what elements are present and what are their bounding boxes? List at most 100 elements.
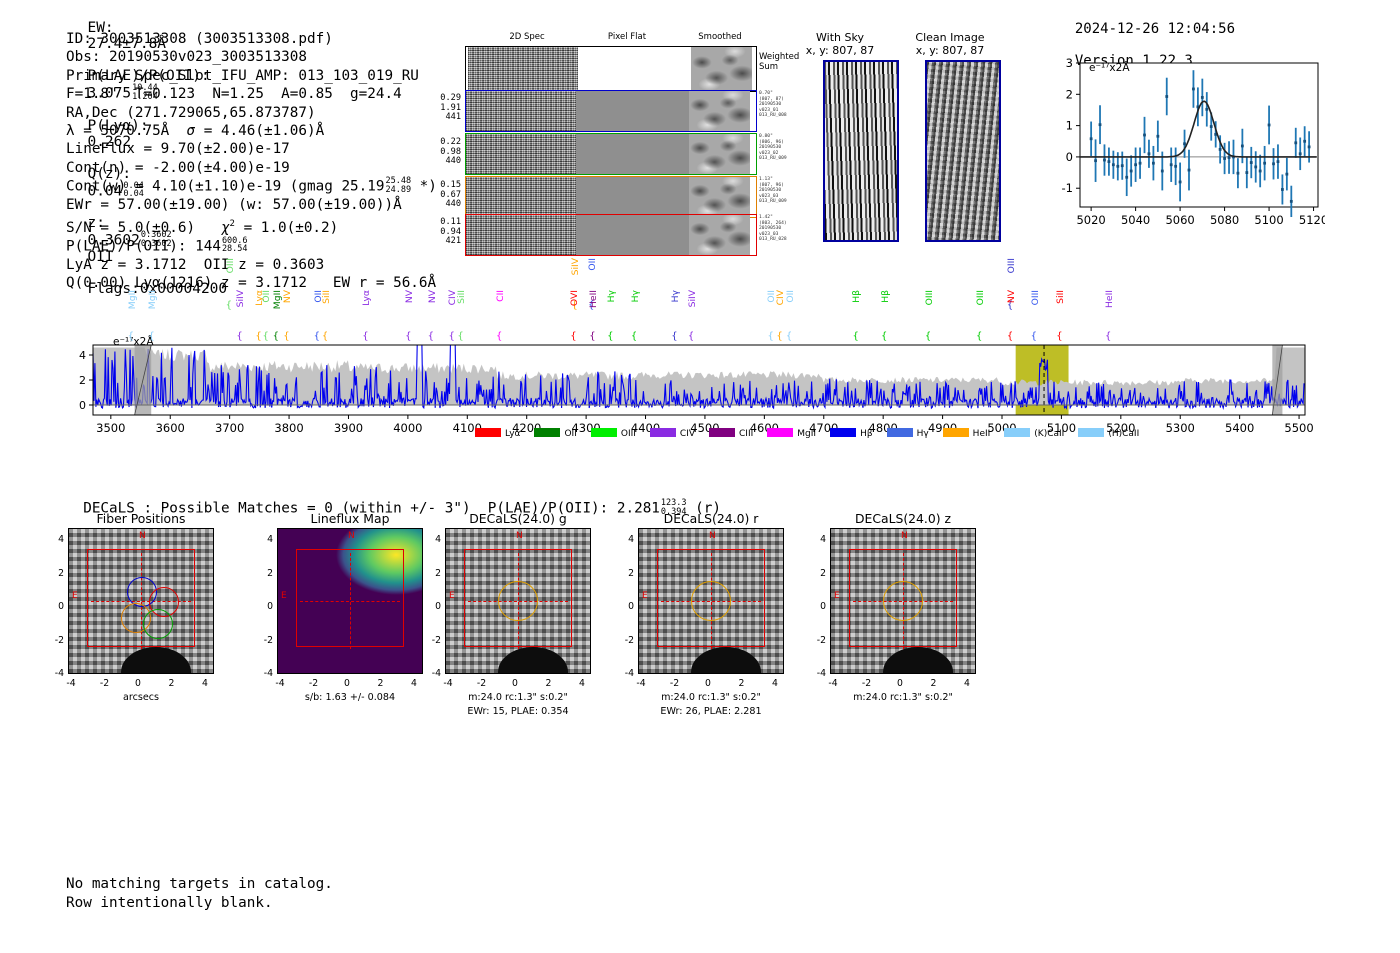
decals-x-tick: -4 — [66, 678, 76, 689]
decals-y-tick: -4 — [816, 668, 826, 679]
with-sky-label: With Sky x, y: 807, 87 — [805, 31, 875, 57]
ew-label: EW: — [87, 20, 114, 36]
line-marker-label-siiv: SiIV — [235, 290, 247, 308]
spec2d-col-title-2dspec: 2D Spec — [509, 32, 545, 42]
svg-text:5020: 5020 — [1076, 213, 1105, 227]
legend-swatch — [767, 428, 794, 437]
line-marker-label-hβ: Hβ — [879, 290, 891, 303]
line-marker-brace: { — [272, 331, 279, 342]
decals-x-tick: 0 — [705, 678, 711, 689]
fiber-circle-3 — [143, 609, 173, 639]
line-marker-label-hγ: Hγ — [629, 290, 641, 303]
spec2d-row-1 — [465, 133, 757, 175]
spec2d-row-3 — [465, 214, 757, 256]
line-marker-brace: { — [1104, 331, 1112, 342]
line-marker-label-oiii: OIII — [1005, 258, 1017, 274]
footer-note: No matching targets in catalog. Row inte… — [66, 875, 333, 913]
spectrum-units-annotation: e⁻¹⁷x2Å — [113, 336, 154, 348]
decals-x-tick: 0 — [135, 678, 141, 689]
legend-swatch — [534, 428, 561, 437]
line-marker-label-siii: SiII — [320, 290, 332, 304]
decals-x-tick: -4 — [828, 678, 838, 689]
line-marker-brace: { — [687, 331, 695, 342]
spec2d-col-title-pixelflat: Pixel Flat — [607, 32, 647, 42]
spec2d-row-1-numbers: 0.22 0.98 440 — [440, 137, 461, 167]
line-marker-brace: { — [1030, 331, 1038, 342]
line-marker-brace: { — [1006, 300, 1014, 311]
line-marker-label-nv: NV — [282, 290, 294, 304]
legend-swatch — [830, 428, 857, 437]
line-marker-brace: { — [495, 331, 503, 342]
svg-text:3900: 3900 — [334, 421, 363, 435]
legend-label: (H)CaII — [1108, 429, 1140, 439]
decals-y-tick: 4 — [267, 534, 273, 545]
line-marker-label-nv: NV — [426, 290, 438, 304]
decals-y-tick: 2 — [58, 567, 64, 579]
decals-panel-title: Lineflux Map — [310, 511, 390, 526]
plae-label: P(LAE)/P(OII): — [87, 68, 210, 84]
svg-text:3800: 3800 — [274, 421, 303, 435]
svg-text:3500: 3500 — [96, 421, 125, 435]
info-primary-spec: Primary Spec_Slot_IFU_AMP: 013_103_019_R… — [66, 67, 419, 84]
plae-value: 3.075 — [87, 85, 132, 102]
decals-y-tick: -4 — [263, 668, 273, 679]
decals-y-tick: 4 — [435, 534, 441, 545]
decals-x-tick: 2 — [545, 678, 552, 689]
decals-x-tick: 4 — [411, 678, 417, 689]
line-marker-brace: { — [607, 331, 614, 342]
svg-text:3700: 3700 — [215, 421, 244, 435]
line-marker-brace: { — [976, 331, 983, 342]
info-ewr: EWr = 57.00(±19.00) (w: 57.00(±19.00))Å — [66, 197, 402, 214]
line-marker-label-nv: NV — [404, 290, 416, 304]
compass-east-label: E — [72, 591, 78, 601]
decals-x-tick: 4 — [579, 678, 585, 689]
legend-swatch — [886, 428, 913, 437]
svg-text:5040: 5040 — [1121, 213, 1150, 227]
legend-label: CIV — [679, 429, 696, 439]
spec2d-row-2-meta: 1.13" (807, 96) 20190530 v023_03 013_RU_… — [759, 177, 787, 205]
decals-y-tick: 4 — [628, 534, 634, 545]
line-marker-label-oiii: OIII — [224, 258, 236, 274]
line-marker-brace: { — [571, 300, 578, 311]
legend-label: OIII — [620, 429, 636, 439]
info-wavelength: λ = 5070.75Å σ = 4.46(±1.06)Å — [66, 123, 325, 140]
decals-x-tick: -4 — [275, 678, 285, 689]
line-marker-label-hγ: Hγ — [606, 290, 618, 303]
line-marker-label-mgii: MgII — [126, 290, 138, 310]
info-redshifts: LyA z = 3.1712 OII z = 0.3603 — [66, 256, 325, 273]
line-marker-label-heii: HeII — [588, 290, 600, 308]
decals-x-tick: 2 — [930, 678, 937, 689]
spec2d-row-2 — [465, 176, 757, 218]
decals-panel-caption: EWr: 26, PLAE: 2.281 — [660, 706, 762, 717]
line-marker-brace: { — [588, 300, 595, 311]
decals-panel-title: DECaLS(24.0) g — [469, 511, 567, 526]
compass-east-label: E — [281, 591, 287, 601]
line-marker-brace: { — [671, 331, 678, 342]
line-marker-brace: { — [880, 331, 888, 342]
legend-label: Lyα — [505, 429, 521, 439]
decals-y-tick: -2 — [624, 634, 634, 646]
line-marker-brace: { — [313, 331, 320, 342]
svg-text:4200: 4200 — [512, 421, 541, 435]
decals-panel-title: DECaLS(24.0) z — [854, 511, 952, 526]
legend-swatch — [649, 428, 676, 437]
decals-y-tick: -2 — [263, 634, 273, 646]
compass-north-label: N — [709, 531, 716, 541]
legend-swatch — [942, 428, 969, 437]
spec2d-weighted-sum-label: Weighted Sum — [759, 52, 800, 72]
svg-text:3: 3 — [1066, 56, 1073, 70]
decals-y-tick: 0 — [58, 601, 64, 612]
decals-x-tick: 4 — [772, 678, 778, 689]
z-label: z: — [87, 215, 105, 232]
decals-x-tick: -2 — [476, 678, 487, 689]
decals-y-tick: 2 — [820, 567, 826, 579]
decals-x-tick: 2 — [377, 678, 384, 689]
decals-y-tick: 0 — [820, 601, 826, 612]
svg-text:5100: 5100 — [1254, 213, 1283, 227]
